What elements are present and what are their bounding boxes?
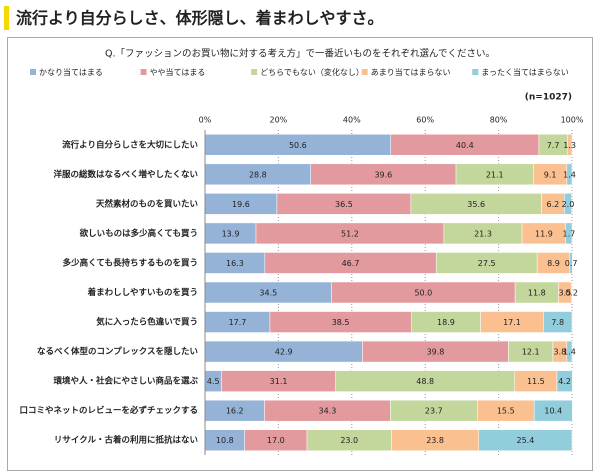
- value-label: 46.7: [342, 259, 360, 268]
- bar-segment: [564, 193, 572, 215]
- value-label: 10.8: [216, 436, 234, 445]
- value-label: 31.1: [270, 377, 288, 386]
- x-tick-label: 0%: [199, 116, 212, 125]
- bar-segment: [565, 222, 573, 245]
- chart-frame: [7, 37, 593, 471]
- value-label: 28.8: [249, 170, 267, 179]
- value-label: 25.4: [516, 436, 534, 445]
- value-label: 13.9: [222, 229, 240, 238]
- value-label: 1.7: [563, 229, 576, 238]
- bar-segment: [478, 429, 573, 451]
- value-label: 23.0: [340, 436, 358, 445]
- value-label: 36.5: [335, 200, 353, 209]
- value-label: 51.2: [341, 229, 359, 238]
- legend-label: かなり当てはまる: [39, 67, 103, 77]
- value-label: 0.2: [565, 289, 578, 298]
- bar-segment: [566, 163, 573, 186]
- y-tick-label: 口コミやネットのレビューを必ずチェックする: [19, 405, 198, 416]
- y-tick-label: 着まわししやすいものを買う: [87, 287, 198, 298]
- value-label: 34.5: [259, 289, 277, 298]
- y-tick-label: 欲しいものは多少高くても買う: [79, 228, 198, 239]
- y-tick-label: 環境や人・社会にやさしい商品を選ぶ: [53, 376, 198, 387]
- value-label: 6.2: [547, 200, 560, 209]
- legend-swatch: [30, 69, 36, 75]
- value-label: 16.2: [226, 407, 244, 416]
- value-label: 11.8: [528, 289, 546, 298]
- bar-segment: [533, 399, 573, 422]
- y-tick-label: 洋服の総数はなるべく増やしたくない: [53, 169, 198, 180]
- value-label: 17.7: [229, 318, 247, 327]
- y-tick-label: 流行より自分らしさを大切にしたい: [62, 139, 198, 150]
- value-label: 1.4: [563, 170, 576, 179]
- value-label: 17.0: [267, 436, 285, 445]
- title-accent: [4, 6, 9, 30]
- y-tick-label: 気に入ったら色違いで買う: [96, 317, 198, 328]
- x-tick-label: 60%: [416, 116, 434, 125]
- bar-segment: [571, 281, 573, 304]
- value-label: 23.7: [425, 407, 443, 416]
- value-label: 48.8: [416, 377, 434, 386]
- y-tick-label: リサイクル・古着の利用に抵抗はない: [54, 435, 198, 446]
- value-label: 8.9: [547, 259, 560, 268]
- x-tick-label: 80%: [490, 116, 508, 125]
- page-title: 流行より自分らしさ、体形隠し、着まわしやすさ。: [16, 9, 384, 28]
- value-label: 23.8: [426, 436, 444, 445]
- bar-segment: [566, 134, 573, 156]
- y-tick-label: 天然素材のものを買いたい: [96, 198, 198, 209]
- legend-swatch: [472, 69, 479, 75]
- value-label: 0.7: [565, 259, 578, 268]
- y-tick-label: 多少高くても長持ちするものを買う: [63, 257, 198, 268]
- value-label: 2.0: [562, 200, 575, 209]
- legend-swatch: [140, 69, 147, 75]
- value-label: 9.1: [544, 170, 557, 179]
- value-label: 3.8: [554, 348, 567, 357]
- bar-segment: [543, 311, 573, 333]
- value-label: 50.6: [289, 141, 307, 150]
- value-label: 39.6: [374, 170, 392, 179]
- value-label: 7.7: [547, 141, 560, 150]
- value-label: 1.4: [563, 348, 576, 357]
- value-label: 50.0: [414, 289, 432, 298]
- value-label: 27.5: [478, 259, 496, 268]
- x-tick-label: 20%: [270, 116, 288, 125]
- legend-label: あまり当てはまらない: [371, 67, 451, 77]
- value-label: 7.8: [551, 318, 564, 327]
- value-label: 17.1: [503, 318, 521, 327]
- value-label: 35.6: [467, 200, 485, 209]
- value-label: 21.1: [486, 170, 504, 179]
- value-label: 19.6: [232, 200, 250, 209]
- legend-swatch: [251, 69, 258, 75]
- y-tick-label: なるべく体型のコンプレックスを隠したい: [37, 346, 198, 357]
- value-label: 4.5: [207, 377, 220, 386]
- value-label: 3.5: [558, 289, 571, 298]
- x-tick-label: 100%: [561, 116, 584, 125]
- legend-label: やや当てはまる: [150, 67, 206, 77]
- value-label: 1.3: [563, 141, 576, 150]
- chart-title: Q.「ファッションのお買い物に対する考え方」で一番近いものをそれぞれ選んでくださ…: [105, 48, 495, 60]
- value-label: 15.5: [497, 407, 515, 416]
- value-label: 21.3: [474, 229, 492, 238]
- bar-segment: [566, 340, 573, 363]
- x-tick-label: 40%: [343, 116, 361, 125]
- value-label: 12.1: [522, 348, 540, 357]
- value-label: 16.3: [226, 259, 244, 268]
- value-label: 38.5: [332, 318, 350, 327]
- value-label: 42.9: [275, 348, 293, 357]
- legend-label: どちらでもない（変化なし）: [260, 67, 364, 77]
- value-label: 40.4: [456, 141, 474, 150]
- bar-segment: [556, 370, 573, 392]
- value-label: 34.3: [318, 407, 336, 416]
- value-label: 18.9: [437, 318, 455, 327]
- value-label: 4.2: [558, 377, 571, 386]
- value-label: 11.5: [527, 377, 545, 386]
- bar-segment: [569, 252, 573, 274]
- value-label: 39.8: [427, 348, 445, 357]
- legend-swatch: [361, 69, 368, 75]
- annotation: (n=1027): [525, 93, 572, 103]
- value-label: 11.9: [535, 229, 553, 238]
- legend-label: まったく当てはまらない: [481, 67, 569, 77]
- value-label: 10.4: [544, 407, 562, 416]
